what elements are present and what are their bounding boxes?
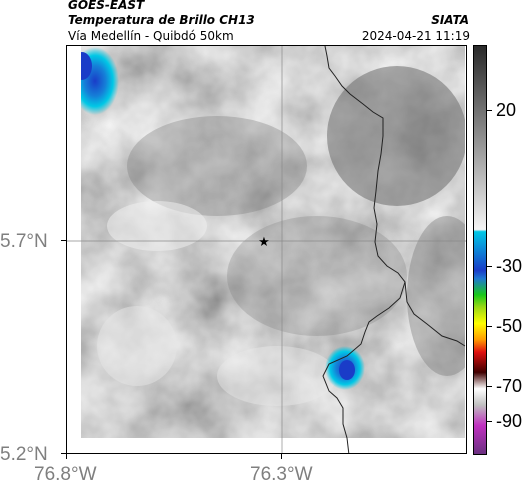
colorbar-label: -90 — [496, 411, 523, 431]
colorbar-label: -70 — [496, 376, 523, 396]
lon-label: 76.8°W — [34, 464, 97, 485]
satellite-map: ★ — [66, 45, 467, 454]
admin-border — [324, 46, 466, 347]
satellite-title: GOES-EAST — [68, 0, 145, 12]
colorbar-tick — [487, 326, 492, 327]
colorbar-label: 20 — [496, 100, 517, 120]
colorbar-tick — [487, 386, 492, 387]
lat-label: 5.7°N — [0, 231, 48, 252]
location-subtitle: Vía Medellín - Quibdó 50km — [68, 29, 234, 43]
lon-tick — [281, 454, 282, 459]
colorbar — [473, 45, 487, 455]
colorbar-label: -30 — [496, 256, 523, 276]
product-title: Temperatura de Brillo CH13 — [68, 13, 255, 27]
star-icon: ★ — [258, 235, 270, 250]
timestamp-label: 2024-04-21 11:19 — [361, 29, 470, 43]
lon-tick — [66, 454, 67, 459]
colorbar-label: -50 — [496, 316, 523, 336]
colorbar-tick — [487, 266, 492, 267]
lat-tick — [61, 453, 66, 454]
lon-label: 76.3°W — [250, 464, 313, 485]
colorbar-tick — [487, 110, 492, 111]
brightness-temperature-field: ★ — [67, 46, 466, 453]
admin-border — [322, 281, 406, 453]
lat-label: 5.2°N — [0, 444, 48, 465]
lat-tick — [61, 240, 66, 241]
organization-label: SIATA — [431, 13, 469, 27]
colorbar-tick — [487, 421, 492, 422]
